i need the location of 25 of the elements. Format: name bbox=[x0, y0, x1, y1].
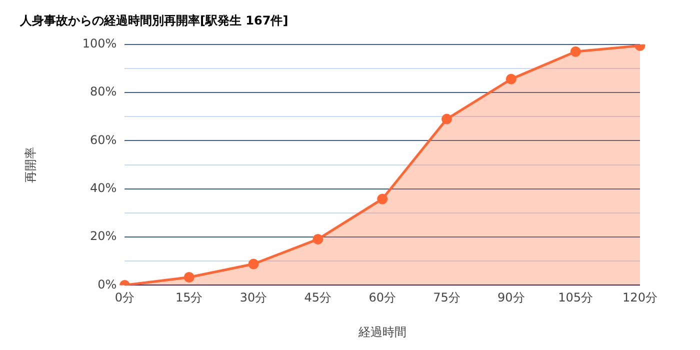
point bbox=[442, 114, 452, 124]
y-tick-label: 80% bbox=[90, 84, 117, 99]
y-tick-label: 100% bbox=[82, 36, 117, 51]
point bbox=[248, 258, 259, 270]
x-tick-label: 75分 bbox=[433, 290, 460, 305]
x-tick-label: 60分 bbox=[368, 290, 396, 305]
point bbox=[184, 272, 194, 283]
y-tick-label: 0% bbox=[98, 277, 117, 292]
x-tick-label: 45分 bbox=[304, 290, 332, 305]
point bbox=[570, 46, 581, 57]
y-tick-label: 40% bbox=[90, 181, 117, 196]
point bbox=[377, 194, 388, 204]
x-tick-label: 90分 bbox=[498, 290, 525, 305]
y-tick-label: 60% bbox=[90, 132, 117, 147]
point bbox=[506, 74, 516, 84]
y-tick-label: 20% bbox=[90, 229, 117, 244]
chart-title: 人身事故からの経過時間別再開率[駅発生 167件] bbox=[19, 13, 288, 28]
x-tick-label: 30分 bbox=[240, 290, 268, 305]
x-axis-title: 経過時間 bbox=[357, 324, 406, 339]
x-tick-label: 15分 bbox=[175, 290, 203, 305]
x-tick-label: 0分 bbox=[114, 290, 135, 305]
x-tick-label: 105分 bbox=[558, 290, 594, 305]
x-tick-label: 120分 bbox=[622, 290, 658, 305]
point bbox=[312, 234, 324, 244]
y-axis-title: 再開率 bbox=[23, 146, 38, 183]
